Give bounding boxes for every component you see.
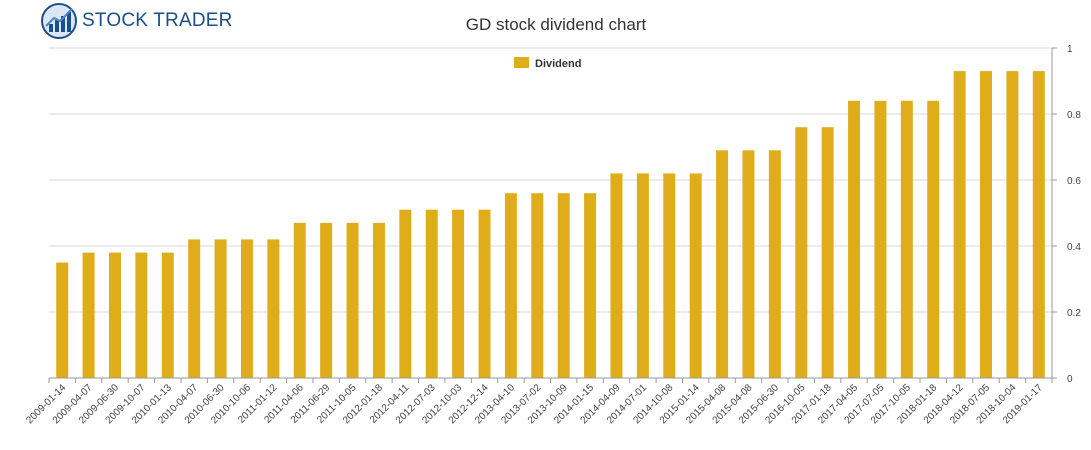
- bar-dividend: [1032, 71, 1045, 378]
- bar-dividend: [584, 193, 597, 378]
- bar-dividend: [980, 71, 993, 378]
- bar-dividend: [399, 209, 412, 378]
- bar-dividend: [1006, 71, 1019, 378]
- bar-dividend: [953, 71, 966, 378]
- bar-dividend: [452, 209, 465, 378]
- bar-dividend: [108, 252, 121, 378]
- bar-dividend: [821, 127, 834, 378]
- bar-dividend: [214, 239, 227, 378]
- bar-dividend: [610, 173, 623, 378]
- bar-dividend: [372, 222, 385, 378]
- y-tick-label: 0: [1067, 374, 1073, 385]
- bar-dividend: [874, 100, 887, 379]
- bar-dividend: [188, 239, 201, 378]
- bar-dividend: [56, 262, 69, 378]
- legend-swatch-dividend: [514, 57, 529, 68]
- y-tick-label: 0.6: [1067, 176, 1081, 187]
- legend: Dividend: [514, 57, 581, 70]
- bar-dividend: [425, 209, 438, 378]
- bar-dividend: [346, 222, 359, 378]
- bar-dividend: [478, 209, 491, 378]
- bar-dividend: [293, 222, 306, 378]
- bar-dividend: [716, 150, 729, 378]
- y-tick-label: 0.4: [1067, 242, 1081, 253]
- bar-dividend: [848, 100, 861, 379]
- bar-dividend: [504, 193, 517, 378]
- legend-label-dividend: Dividend: [535, 58, 581, 70]
- logo: STOCK TRADERS: [40, 2, 232, 40]
- bar-dividend: [557, 193, 570, 378]
- bar-dividend: [531, 193, 544, 378]
- bar-dividend: [240, 239, 253, 378]
- logo-text: STOCK TRADERS: [82, 10, 232, 31]
- bar-dividend: [742, 150, 755, 378]
- bar-dividend: [135, 252, 148, 378]
- bar-dividend: [161, 252, 174, 378]
- bar-dividend: [82, 252, 95, 378]
- chart-title: GD stock dividend chart: [466, 15, 647, 34]
- bar-dividend: [795, 127, 808, 378]
- bar-dividend: [689, 173, 702, 378]
- y-tick-label: 1: [1067, 44, 1073, 55]
- bar-dividend: [636, 173, 649, 378]
- bar-layer: [56, 71, 1045, 379]
- bar-chart-globe-icon: [41, 3, 77, 39]
- bar-dividend: [900, 100, 913, 379]
- bar-dividend: [320, 222, 333, 378]
- axis-layer: 00.20.40.60.812009-01-142009-04-072009-0…: [24, 44, 1081, 426]
- y-tick-label: 0.8: [1067, 110, 1081, 121]
- bar-dividend: [267, 239, 280, 378]
- bar-dividend: [663, 173, 676, 378]
- bar-dividend: [927, 100, 940, 379]
- bar-dividend: [768, 150, 781, 378]
- y-tick-label: 0.2: [1067, 308, 1081, 319]
